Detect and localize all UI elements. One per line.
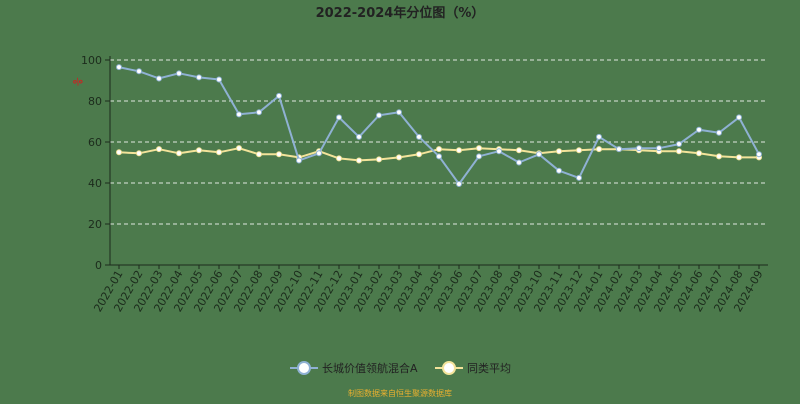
data-point-s1-15[interactable] bbox=[416, 151, 422, 158]
data-point-s1-16[interactable] bbox=[436, 146, 442, 153]
data-point-s0-7[interactable] bbox=[256, 109, 262, 116]
data-point-s1-1[interactable] bbox=[136, 150, 142, 157]
y-tick-label: 80 bbox=[88, 95, 102, 108]
data-point-s0-12[interactable] bbox=[356, 133, 362, 140]
data-point-s0-22[interactable] bbox=[556, 167, 562, 174]
data-point-s0-26[interactable] bbox=[636, 145, 642, 152]
data-point-s1-28[interactable] bbox=[676, 148, 682, 155]
data-point-s0-1[interactable] bbox=[136, 68, 142, 75]
data-point-s1-6[interactable] bbox=[236, 145, 242, 152]
data-point-s0-30[interactable] bbox=[716, 129, 722, 136]
data-point-s1-20[interactable] bbox=[516, 147, 522, 154]
data-point-s0-16[interactable] bbox=[436, 153, 442, 160]
y-tick-label: 40 bbox=[88, 177, 102, 190]
data-point-s1-0[interactable] bbox=[116, 149, 122, 156]
data-point-s1-31[interactable] bbox=[736, 154, 742, 161]
data-point-s1-14[interactable] bbox=[396, 154, 402, 161]
data-point-s0-14[interactable] bbox=[396, 109, 402, 116]
series-lines bbox=[116, 64, 762, 188]
data-point-s0-28[interactable] bbox=[676, 141, 682, 148]
data-point-s1-17[interactable] bbox=[456, 147, 462, 154]
data-point-s0-6[interactable] bbox=[236, 111, 242, 118]
legend[interactable]: 长城价值领航混合A 同类平均 bbox=[290, 361, 511, 375]
data-point-s0-25[interactable] bbox=[616, 146, 622, 153]
y-axis-unit: % bbox=[72, 76, 85, 89]
data-point-s1-5[interactable] bbox=[216, 149, 222, 156]
data-point-s0-15[interactable] bbox=[416, 133, 422, 140]
data-point-s0-0[interactable] bbox=[116, 64, 122, 71]
data-point-s0-19[interactable] bbox=[496, 148, 502, 155]
data-point-s0-27[interactable] bbox=[656, 145, 662, 152]
data-point-s1-11[interactable] bbox=[336, 155, 342, 162]
legend-label-0[interactable]: 长城价值领航混合A bbox=[322, 361, 418, 375]
data-point-s1-7[interactable] bbox=[256, 151, 262, 158]
data-point-s1-24[interactable] bbox=[596, 146, 602, 153]
data-point-s1-12[interactable] bbox=[356, 157, 362, 164]
data-point-s0-21[interactable] bbox=[536, 151, 542, 158]
data-point-s0-18[interactable] bbox=[476, 153, 482, 160]
data-point-s0-31[interactable] bbox=[736, 114, 742, 121]
data-point-s0-32[interactable] bbox=[756, 151, 762, 158]
data-point-s1-2[interactable] bbox=[156, 146, 162, 153]
data-point-s0-4[interactable] bbox=[196, 74, 202, 81]
data-point-s1-13[interactable] bbox=[376, 156, 382, 163]
data-point-s1-30[interactable] bbox=[716, 153, 722, 160]
data-point-s0-24[interactable] bbox=[596, 133, 602, 140]
series-line-0 bbox=[118, 66, 760, 185]
data-point-s0-10[interactable] bbox=[316, 150, 322, 157]
data-point-s0-9[interactable] bbox=[296, 157, 302, 164]
chart-title: 2022-2024年分位图（%） bbox=[316, 5, 485, 21]
y-tick-label: 100 bbox=[81, 54, 102, 67]
data-point-s1-8[interactable] bbox=[276, 151, 282, 158]
data-point-s0-11[interactable] bbox=[336, 114, 342, 121]
y-tick-label: 60 bbox=[88, 136, 102, 149]
data-point-s1-23[interactable] bbox=[576, 147, 582, 154]
data-point-s0-5[interactable] bbox=[216, 76, 222, 83]
gridlines bbox=[110, 59, 768, 225]
legend-label-1[interactable]: 同类平均 bbox=[467, 361, 511, 375]
data-point-s1-18[interactable] bbox=[476, 145, 482, 152]
data-point-s0-17[interactable] bbox=[456, 181, 462, 188]
data-point-s1-4[interactable] bbox=[196, 147, 202, 154]
data-point-s0-3[interactable] bbox=[176, 70, 182, 77]
data-point-s0-8[interactable] bbox=[276, 92, 282, 99]
data-point-s1-29[interactable] bbox=[696, 150, 702, 157]
legend-marker-0 bbox=[297, 361, 311, 375]
legend-marker-1 bbox=[442, 361, 456, 375]
data-point-s0-29[interactable] bbox=[696, 126, 702, 133]
data-point-s1-22[interactable] bbox=[556, 148, 562, 155]
footer-source-note: 制图数据来自恒生聚源数据库 bbox=[348, 388, 452, 398]
x-tick-labels: 2022-012022-022022-032022-042022-052022-… bbox=[91, 268, 765, 314]
data-point-s0-20[interactable] bbox=[516, 159, 522, 166]
y-tick-label: 0 bbox=[95, 259, 102, 272]
data-point-s0-2[interactable] bbox=[156, 75, 162, 82]
y-tick-labels: 0 20 40 60 80 100 bbox=[81, 54, 102, 272]
data-point-s1-3[interactable] bbox=[176, 150, 182, 157]
data-point-s0-13[interactable] bbox=[376, 112, 382, 119]
y-tick-label: 20 bbox=[88, 218, 102, 231]
data-point-s0-23[interactable] bbox=[576, 174, 582, 181]
axes bbox=[105, 56, 768, 269]
